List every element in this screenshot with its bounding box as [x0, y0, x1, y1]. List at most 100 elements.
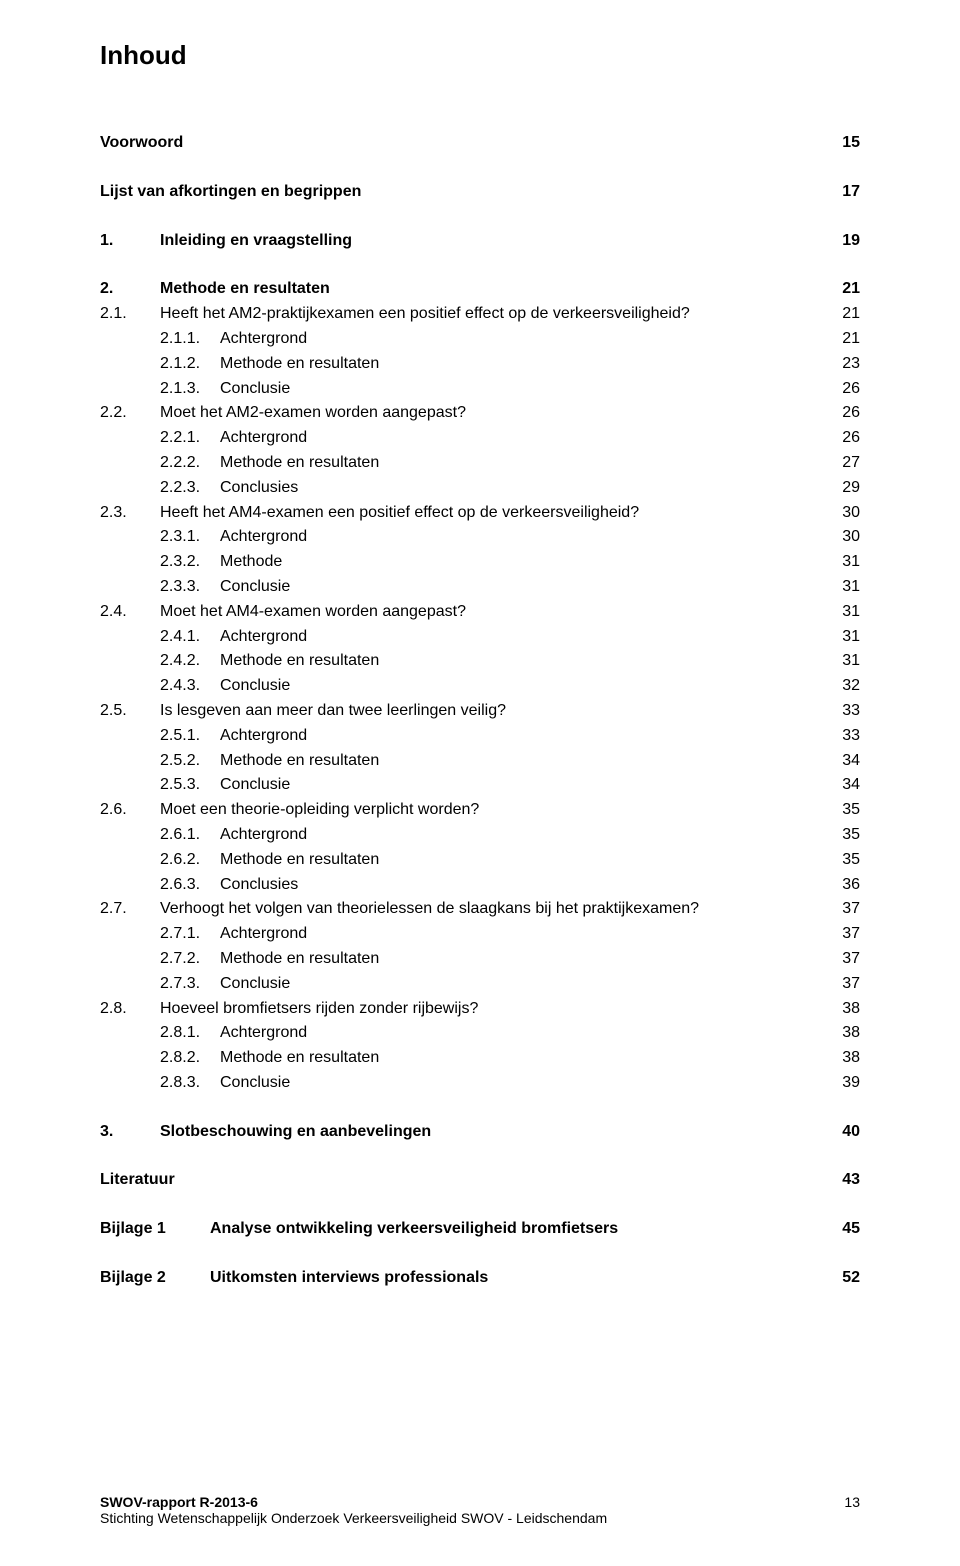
toc-page: 26	[822, 377, 860, 402]
toc-number: 2.3.3.	[160, 575, 220, 600]
toc-label: Conclusie	[220, 773, 822, 798]
toc-row-left: 2.3.1.Achtergrond	[100, 525, 822, 550]
toc-page: 33	[822, 699, 860, 724]
toc-number: 2.	[100, 277, 160, 302]
toc-number: 2.5.	[100, 699, 160, 724]
toc-label: Lijst van afkortingen en begrippen	[100, 180, 822, 205]
toc-row-left: 3.Slotbeschouwing en aanbevelingen	[100, 1120, 822, 1145]
toc-label: Achtergrond	[220, 426, 822, 451]
toc-row-left: 2.4.Moet het AM4-examen worden aangepast…	[100, 600, 822, 625]
toc-label: Heeft het AM4-examen een positief effect…	[160, 501, 822, 526]
toc-page: 31	[822, 625, 860, 650]
toc-page: 15	[822, 131, 860, 156]
toc-gap	[100, 156, 860, 180]
toc-number: 2.5.3.	[160, 773, 220, 798]
toc-appendix-label: Bijlage 2	[100, 1266, 210, 1291]
toc-row-left: 2.2.2.Methode en resultaten	[100, 451, 822, 476]
toc-row-left: 2.5.1.Achtergrond	[100, 724, 822, 749]
toc-row: 2.7.2.Methode en resultaten37	[100, 947, 860, 972]
toc-number: 2.2.1.	[160, 426, 220, 451]
toc-label: Methode en resultaten	[220, 749, 822, 774]
toc-label: Moet een theorie-opleiding verplicht wor…	[160, 798, 822, 823]
toc-page: 35	[822, 823, 860, 848]
toc-label: Conclusies	[220, 476, 822, 501]
toc-gap	[100, 1096, 860, 1120]
toc-row-left: 2.1.2.Methode en resultaten	[100, 352, 822, 377]
table-of-contents: Voorwoord15Lijst van afkortingen en begr…	[100, 131, 860, 1291]
toc-label: Achtergrond	[220, 625, 822, 650]
toc-page: 29	[822, 476, 860, 501]
toc-page: 39	[822, 1071, 860, 1096]
toc-label: Methode en resultaten	[220, 451, 822, 476]
toc-row-left: 2.3.3.Conclusie	[100, 575, 822, 600]
toc-appendix-text: Uitkomsten interviews professionals	[210, 1266, 822, 1291]
toc-row-left: 2.7.1.Achtergrond	[100, 922, 822, 947]
toc-gap	[100, 1242, 860, 1266]
toc-row: 2.7.3.Conclusie37	[100, 972, 860, 997]
toc-row: 2.8.2.Methode en resultaten38	[100, 1046, 860, 1071]
toc-number: 2.2.2.	[160, 451, 220, 476]
toc-row: 2.Methode en resultaten21	[100, 277, 860, 302]
toc-row: 2.3.Heeft het AM4-examen een positief ef…	[100, 501, 860, 526]
toc-page: 38	[822, 997, 860, 1022]
toc-row: 2.8.Hoeveel bromfietsers rijden zonder r…	[100, 997, 860, 1022]
toc-label: Methode en resultaten	[220, 947, 822, 972]
toc-row: 2.2.3.Conclusies29	[100, 476, 860, 501]
toc-row: 2.5.1.Achtergrond33	[100, 724, 860, 749]
toc-row-left: 2.8.Hoeveel bromfietsers rijden zonder r…	[100, 997, 822, 1022]
toc-label: Conclusie	[220, 377, 822, 402]
toc-page: 37	[822, 922, 860, 947]
toc-row: 2.5.3.Conclusie34	[100, 773, 860, 798]
toc-page: 21	[822, 327, 860, 352]
toc-row: 2.8.3.Conclusie39	[100, 1071, 860, 1096]
toc-label: Achtergrond	[220, 823, 822, 848]
toc-row-left: 2.7.Verhoogt het volgen van theorielesse…	[100, 897, 822, 922]
toc-label: Verhoogt het volgen van theorielessen de…	[160, 897, 822, 922]
toc-label: Conclusie	[220, 1071, 822, 1096]
toc-gap	[100, 1144, 860, 1168]
toc-row: 2.2.Moet het AM2-examen worden aangepast…	[100, 401, 860, 426]
toc-row: Literatuur43	[100, 1168, 860, 1193]
toc-page: 31	[822, 550, 860, 575]
toc-number: 2.5.2.	[160, 749, 220, 774]
toc-label: Heeft het AM2-praktijkexamen een positie…	[160, 302, 822, 327]
toc-row-left: 2.Methode en resultaten	[100, 277, 822, 302]
toc-row: Lijst van afkortingen en begrippen17	[100, 180, 860, 205]
toc-page: 26	[822, 426, 860, 451]
toc-row: 2.6.3.Conclusies36	[100, 873, 860, 898]
toc-row: 2.3.1.Achtergrond30	[100, 525, 860, 550]
toc-row-left: 2.6.1.Achtergrond	[100, 823, 822, 848]
toc-label: Hoeveel bromfietsers rijden zonder rijbe…	[160, 997, 822, 1022]
toc-row-left: 2.4.1.Achtergrond	[100, 625, 822, 650]
page-title: Inhoud	[100, 40, 860, 71]
toc-row-left: 2.2.3.Conclusies	[100, 476, 822, 501]
footer-page-number: 13	[844, 1494, 860, 1510]
toc-number: 2.8.2.	[160, 1046, 220, 1071]
toc-page: 21	[822, 302, 860, 327]
toc-row: 2.4.1.Achtergrond31	[100, 625, 860, 650]
toc-page: 17	[822, 180, 860, 205]
toc-number: 2.6.3.	[160, 873, 220, 898]
toc-number: 2.7.1.	[160, 922, 220, 947]
toc-row: 2.7.1.Achtergrond37	[100, 922, 860, 947]
toc-number: 2.8.1.	[160, 1021, 220, 1046]
toc-row-left: 2.7.2.Methode en resultaten	[100, 947, 822, 972]
toc-appendix-page: 45	[822, 1217, 860, 1242]
toc-row-left: 2.6.Moet een theorie-opleiding verplicht…	[100, 798, 822, 823]
toc-label: Inleiding en vraagstelling	[160, 229, 822, 254]
toc-label: Methode en resultaten	[220, 649, 822, 674]
toc-label: Conclusie	[220, 972, 822, 997]
toc-label: Methode en resultaten	[220, 848, 822, 873]
toc-number: 2.1.	[100, 302, 160, 327]
toc-page: 33	[822, 724, 860, 749]
toc-row-left: 2.6.3.Conclusies	[100, 873, 822, 898]
toc-label: Methode en resultaten	[160, 277, 822, 302]
toc-row: 2.4.3.Conclusie32	[100, 674, 860, 699]
toc-row-left: 2.2.Moet het AM2-examen worden aangepast…	[100, 401, 822, 426]
toc-row-left: 2.4.2.Methode en resultaten	[100, 649, 822, 674]
toc-number: 2.4.2.	[160, 649, 220, 674]
toc-label: Methode	[220, 550, 822, 575]
toc-label: Voorwoord	[100, 131, 822, 156]
toc-row-left: Voorwoord	[100, 131, 822, 156]
toc-page: 37	[822, 972, 860, 997]
